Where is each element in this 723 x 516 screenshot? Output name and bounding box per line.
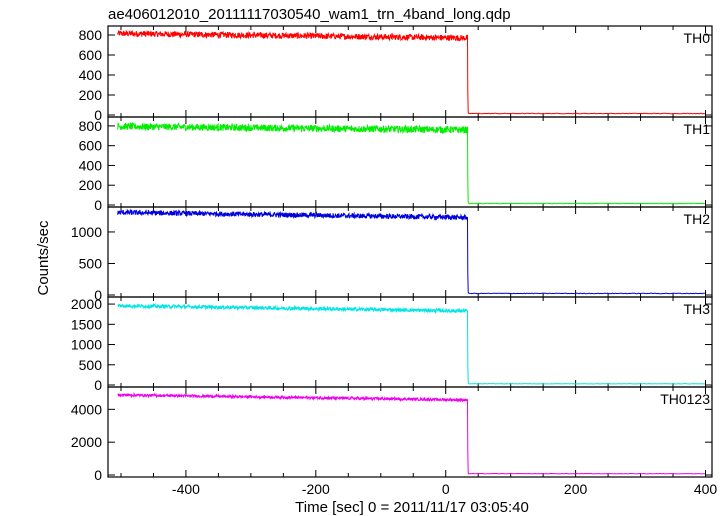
y-tick-label: 500 — [79, 357, 103, 373]
panel-th2: 0 500 1000 TH2 — [71, 206, 713, 303]
y-tick-label: 200 — [79, 177, 103, 193]
y-tick-label: 0 — [94, 377, 102, 393]
panels-group: 0 200 400 600 800 TH0 0 200 400 600 800 TH1 0 500 1000… — [71, 25, 718, 497]
y-axis-label: Counts/sec — [35, 220, 52, 296]
panel-label: TH1 — [684, 121, 711, 137]
panel-th0123: 0 2000 4000 TH0123 — [71, 386, 713, 483]
y-tick-label: 800 — [79, 118, 103, 134]
y-tick-label: 2000 — [71, 434, 102, 450]
panel-label: TH3 — [684, 301, 711, 317]
series-line-th0123 — [117, 391, 705, 475]
panel-label: TH0 — [684, 30, 711, 46]
x-tick-label: 200 — [564, 481, 588, 497]
y-tick-label: 400 — [79, 157, 103, 173]
x-tick-label: 400 — [694, 481, 718, 497]
panel-th3: 0 500 1000 1500 2000 TH3 — [71, 296, 713, 393]
y-tick-label: 400 — [79, 67, 103, 83]
y-tick-label: 0 — [94, 107, 102, 123]
panel-frame — [107, 386, 713, 478]
y-tick-label: 500 — [79, 255, 103, 271]
x-tick-label: -400 — [172, 481, 200, 497]
series-line-th0 — [117, 29, 705, 115]
y-tick-label: 1500 — [71, 316, 102, 332]
y-tick-label: 600 — [79, 47, 103, 63]
panel-frame — [107, 25, 713, 118]
series-line-th3 — [117, 302, 706, 385]
y-tick-label: 4000 — [71, 401, 102, 417]
y-tick-label: 1000 — [71, 224, 102, 240]
series-line-th2 — [117, 208, 705, 295]
y-tick-label: 0 — [94, 287, 102, 303]
y-tick-label: 600 — [79, 138, 103, 154]
x-tick-label: 0 — [442, 481, 450, 497]
y-tick-label: 0 — [94, 197, 102, 213]
y-tick-label: 200 — [79, 87, 103, 103]
y-tick-label: 1000 — [71, 337, 102, 353]
x-axis-label: Time [sec] 0 = 2011/11/17 03:05:40 — [295, 499, 529, 516]
panel-th1: 0 200 400 600 800 TH1 — [79, 116, 713, 213]
y-tick-label: 2000 — [71, 296, 102, 312]
series-line-th1 — [117, 121, 705, 205]
panel-frame — [107, 206, 713, 298]
panel-th0: 0 200 400 600 800 TH0 — [79, 25, 713, 123]
panel-label: TH2 — [684, 211, 711, 227]
x-tick-label: -200 — [302, 481, 330, 497]
y-tick-label: 800 — [79, 27, 103, 43]
panel-label: TH0123 — [660, 391, 710, 407]
y-tick-label: 0 — [94, 467, 102, 483]
chart-title: ae406012010_20111117030540_wam1_trn_4ban… — [108, 6, 511, 23]
